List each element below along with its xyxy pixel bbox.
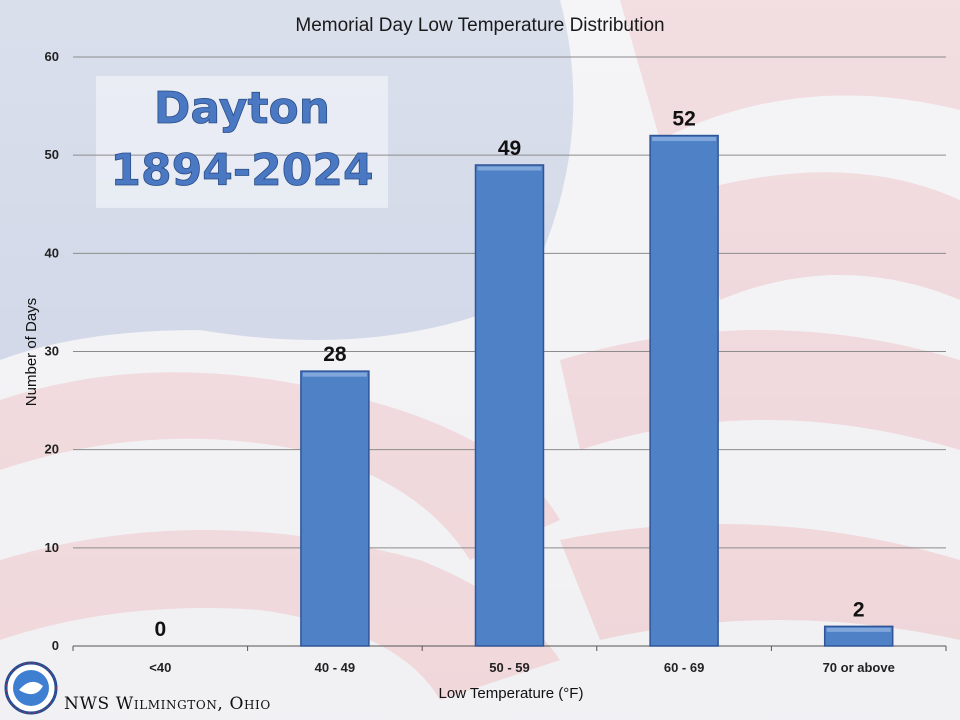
data-label: 2: [853, 598, 865, 621]
y-tick-label: 0: [52, 638, 59, 653]
data-label: 28: [323, 343, 347, 366]
x-axis-ticks: <40 40 - 49 50 - 59 60 - 69 70 or above: [72, 646, 947, 675]
bar: [649, 134, 719, 647]
x-tick-label: 50 - 59: [489, 660, 529, 675]
x-axis-label: Low Temperature (°F): [439, 685, 584, 702]
x-tick-label: 40 - 49: [315, 660, 355, 675]
data-label: 0: [154, 618, 166, 641]
bar: [474, 164, 545, 647]
station-years: 1894-2024: [110, 145, 373, 196]
nws-logo-icon: [4, 661, 58, 715]
y-tick-label: 50: [45, 147, 59, 162]
data-label: 49: [498, 137, 521, 160]
data-labels: 0 28 49 52 2: [154, 108, 864, 641]
y-axis-label: Number of Days: [23, 298, 40, 406]
bar: [300, 370, 370, 647]
station-name: Dayton: [154, 83, 330, 134]
footer-credit: NWS Wilmington, Ohio: [64, 694, 271, 714]
bar-highlight: [826, 627, 891, 632]
y-tick-label: 30: [45, 344, 59, 359]
x-tick-label: 70 or above: [823, 660, 895, 675]
y-axis-ticks: 0 10 20 30 40 50 60: [45, 49, 59, 653]
y-tick-label: 60: [45, 49, 59, 64]
x-tick-label: 60 - 69: [664, 660, 704, 675]
chart-title: Memorial Day Low Temperature Distributio…: [295, 15, 664, 36]
y-tick-label: 40: [45, 245, 59, 260]
y-tick-label: 10: [45, 540, 59, 555]
x-tick-label: <40: [149, 660, 171, 675]
bar-highlight: [302, 372, 367, 377]
data-label: 52: [672, 108, 695, 131]
bar-highlight: [652, 137, 717, 142]
bars: [300, 134, 894, 647]
y-tick-label: 20: [45, 442, 59, 457]
bar-highlight: [477, 166, 542, 171]
